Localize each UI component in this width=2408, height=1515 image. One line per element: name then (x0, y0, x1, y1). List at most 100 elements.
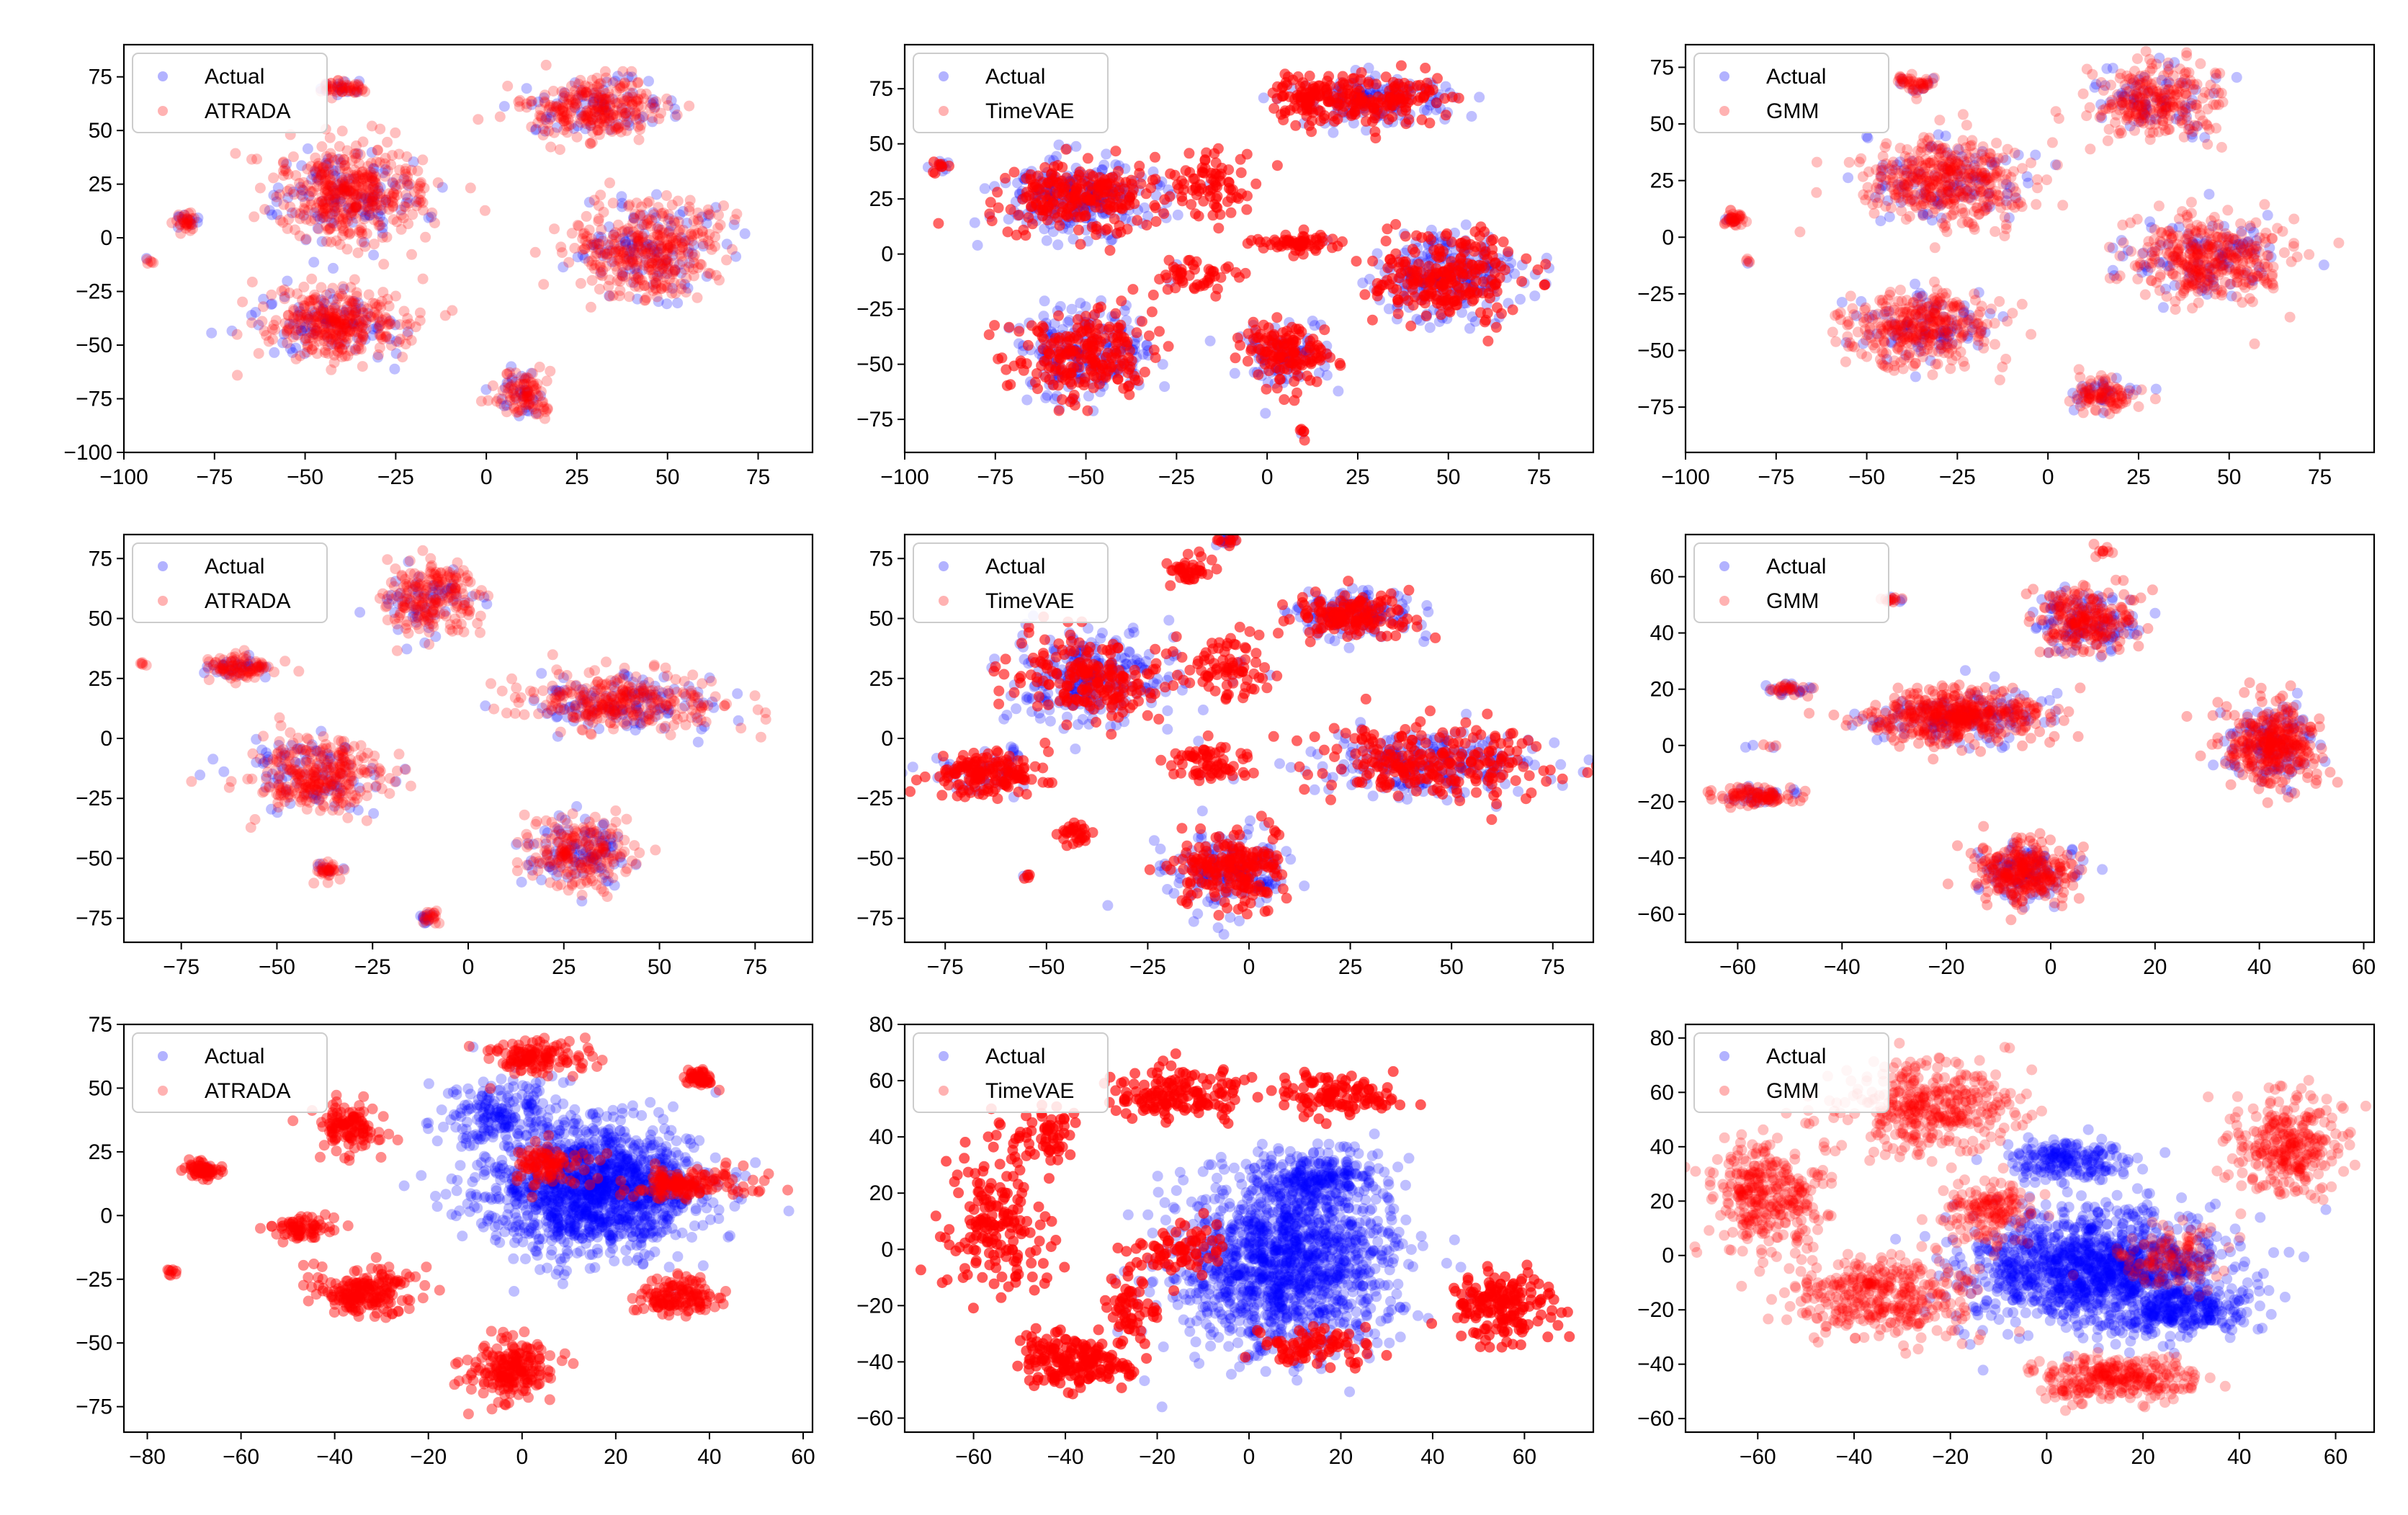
generated-point (640, 88, 652, 99)
generated-point (621, 259, 632, 271)
actual-point (585, 120, 596, 131)
generated-point (326, 305, 338, 316)
generated-point (1912, 146, 1923, 157)
actual-point (625, 243, 637, 254)
generated-point (308, 314, 320, 326)
generated-point (352, 176, 364, 187)
actual-point (623, 117, 635, 128)
actual-point (629, 263, 640, 274)
generated-point (351, 201, 362, 213)
actual-point (1357, 277, 1369, 289)
generated-point (596, 224, 607, 236)
generated-point (632, 101, 644, 112)
generated-point (591, 81, 603, 92)
generated-point (565, 108, 576, 120)
generated-point (587, 241, 599, 253)
generated-point (1380, 71, 1392, 83)
generated-point (395, 334, 406, 345)
actual-point (598, 84, 609, 96)
y-tick-label: 50 (869, 133, 893, 156)
generated-point (714, 274, 725, 286)
generated-point (559, 87, 570, 99)
generated-point (298, 281, 310, 292)
generated-point (312, 176, 323, 187)
actual-point (681, 218, 693, 229)
generated-point (1454, 282, 1464, 294)
generated-point (655, 283, 667, 295)
actual-point (587, 97, 599, 108)
generated-point (677, 256, 688, 267)
actual-point (721, 238, 733, 250)
actual-point (670, 111, 681, 122)
actual-point (192, 217, 203, 228)
generated-point (341, 183, 352, 195)
generated-point (1045, 339, 1057, 350)
generated-point (355, 317, 367, 329)
generated-point (1904, 210, 1915, 222)
actual-point (510, 393, 522, 404)
actual-point (646, 240, 658, 251)
generated-point (678, 225, 689, 236)
actual-point (674, 209, 686, 220)
generated-point (1319, 110, 1330, 121)
generated-point (176, 213, 188, 225)
generated-point (377, 287, 389, 298)
generated-point (545, 141, 557, 153)
actual-point (285, 343, 296, 354)
generated-point (662, 241, 673, 252)
generated-point (580, 235, 591, 246)
generated-point (1250, 178, 1262, 189)
generated-point (361, 228, 372, 239)
generated-point (1263, 365, 1275, 377)
generated-point (561, 120, 573, 132)
generated-point (1118, 332, 1129, 343)
generated-point (585, 111, 596, 122)
generated-point (336, 329, 348, 340)
generated-point (1164, 191, 1176, 202)
generated-point (414, 307, 426, 318)
generated-point (593, 92, 604, 104)
generated-point (605, 110, 617, 121)
generated-point (292, 329, 304, 341)
generated-point (285, 201, 296, 213)
actual-point (343, 203, 354, 215)
generated-point (328, 316, 339, 326)
generated-point (601, 248, 613, 259)
generated-point (1163, 254, 1175, 266)
generated-point (148, 257, 159, 269)
actual-point (653, 240, 665, 251)
generated-point (313, 317, 325, 328)
generated-point (563, 99, 575, 110)
generated-point (324, 179, 336, 191)
actual-point (342, 86, 353, 97)
generated-point (566, 228, 578, 239)
generated-point (993, 353, 1004, 365)
generated-point (326, 189, 338, 201)
generated-point (1129, 370, 1140, 382)
generated-point (611, 120, 622, 131)
generated-point (677, 241, 688, 253)
generated-point (341, 321, 352, 333)
generated-point (688, 270, 699, 282)
generated-point (662, 282, 673, 293)
generated-point (346, 296, 358, 308)
generated-point (173, 209, 184, 220)
actual-point (1424, 322, 1436, 334)
generated-point (351, 199, 362, 210)
generated-point (1067, 346, 1078, 357)
actual-point (637, 210, 649, 221)
generated-point (330, 317, 341, 329)
actual-point (628, 213, 640, 224)
actual-point (302, 143, 313, 154)
generated-point (1040, 182, 1051, 193)
generated-point (299, 204, 310, 215)
generated-point (628, 243, 640, 254)
actual-point (375, 205, 387, 216)
generated-point (1894, 73, 1905, 84)
actual-point (380, 164, 391, 175)
generated-point (388, 187, 399, 199)
legend-label: Actual (205, 65, 264, 89)
generated-point (340, 176, 351, 188)
generated-point (336, 176, 348, 187)
generated-point (629, 208, 640, 220)
